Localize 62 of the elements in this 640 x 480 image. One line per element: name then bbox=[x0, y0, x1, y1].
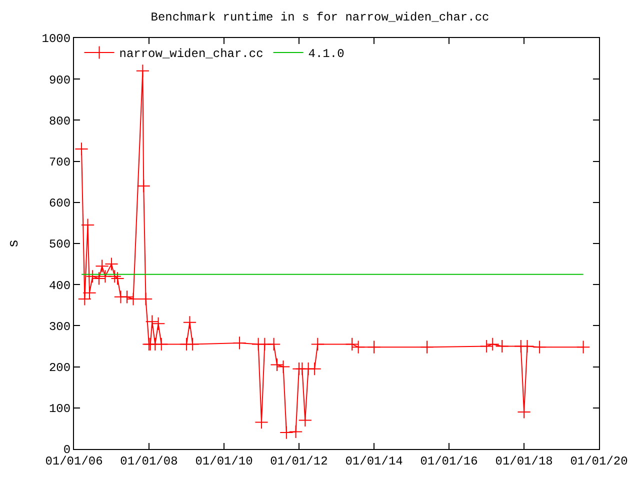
point bbox=[276, 360, 290, 374]
y-tick-label: 400 bbox=[48, 278, 71, 293]
point bbox=[532, 340, 546, 354]
point bbox=[186, 337, 200, 351]
point bbox=[480, 339, 494, 354]
x-tick-label: 01/01/20 bbox=[570, 454, 628, 468]
point bbox=[152, 316, 166, 330]
point bbox=[95, 259, 109, 273]
y-tick-label: 800 bbox=[48, 114, 71, 128]
point bbox=[78, 292, 92, 306]
point bbox=[138, 292, 153, 306]
point bbox=[345, 337, 359, 351]
point bbox=[367, 340, 381, 354]
legend-label: 4.1.0 bbox=[308, 47, 344, 62]
point bbox=[110, 272, 124, 286]
point bbox=[154, 337, 168, 351]
x-tick-label: 01/01/18 bbox=[495, 454, 553, 468]
point bbox=[86, 270, 100, 284]
point bbox=[310, 337, 324, 351]
point bbox=[486, 337, 500, 351]
y-tick-label: 100 bbox=[48, 402, 71, 416]
point bbox=[182, 316, 197, 330]
point bbox=[92, 272, 106, 286]
point bbox=[352, 340, 366, 354]
y-tick-label: 900 bbox=[48, 73, 71, 88]
y-tick-label: 700 bbox=[48, 156, 71, 170]
point bbox=[520, 339, 534, 354]
chart-title: Benchmark runtime in s for narrow_widen_char.cc bbox=[150, 10, 490, 24]
point bbox=[108, 270, 122, 284]
point bbox=[270, 358, 284, 372]
x-tick-label: 01/01/08 bbox=[120, 454, 178, 468]
point bbox=[420, 340, 434, 354]
x-tick-label: 01/01/06 bbox=[45, 454, 103, 468]
point bbox=[126, 292, 140, 306]
x-tick-label: 01/01/10 bbox=[195, 454, 253, 468]
x-tick-label: 01/01/12 bbox=[270, 454, 328, 468]
point bbox=[232, 336, 246, 350]
y-tick-label: 600 bbox=[48, 196, 71, 211]
y-tick-label: 500 bbox=[48, 238, 71, 252]
y-tick-label: 1000 bbox=[42, 32, 71, 46]
point bbox=[298, 413, 312, 428]
x-tick-label: 01/01/16 bbox=[420, 454, 478, 468]
point bbox=[517, 405, 531, 419]
point bbox=[136, 179, 150, 193]
legend-label: narrow_widen_char.cc bbox=[119, 47, 264, 62]
x-tick-label: 01/01/14 bbox=[345, 454, 403, 468]
point bbox=[288, 424, 303, 439]
y-tick-label: 200 bbox=[48, 361, 71, 375]
point bbox=[495, 339, 509, 354]
point bbox=[74, 142, 88, 156]
point bbox=[136, 64, 150, 78]
point bbox=[80, 218, 95, 232]
point bbox=[280, 426, 294, 440]
point bbox=[267, 337, 281, 351]
point bbox=[576, 340, 590, 354]
point bbox=[104, 257, 118, 271]
y-axis-title: s bbox=[6, 239, 22, 248]
point bbox=[145, 314, 159, 328]
point bbox=[120, 290, 134, 304]
y-tick-label: 300 bbox=[48, 320, 71, 334]
point bbox=[82, 286, 96, 300]
point bbox=[308, 362, 322, 376]
